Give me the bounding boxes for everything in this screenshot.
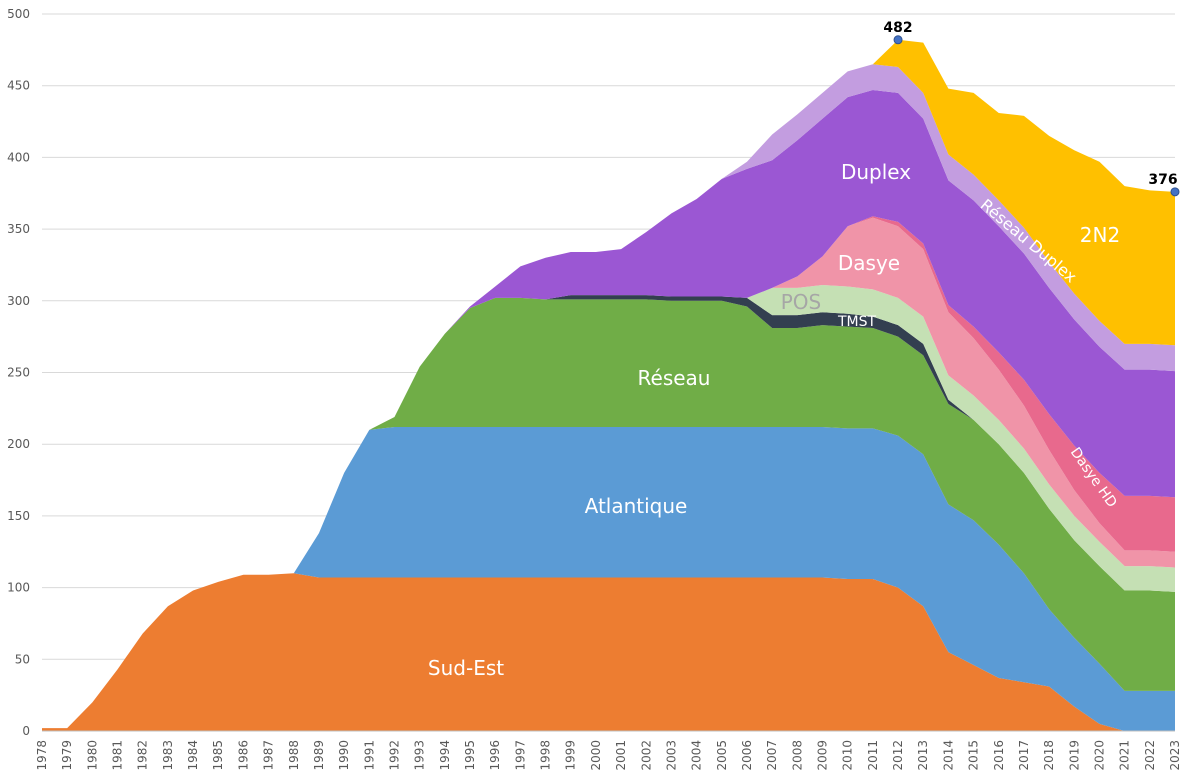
x-tick-label: 1980 xyxy=(85,740,99,771)
x-tick-label: 1992 xyxy=(387,740,401,771)
area xyxy=(42,573,1175,731)
x-tick-label: 2011 xyxy=(866,740,880,771)
series-label: Duplex xyxy=(841,160,911,184)
x-tick-label: 1991 xyxy=(362,740,376,771)
y-tick-label: 400 xyxy=(7,150,30,164)
x-tick-label: 2020 xyxy=(1092,740,1106,771)
series-label: Sud-Est xyxy=(428,656,504,680)
x-tick-label: 2002 xyxy=(639,740,653,771)
x-tick-label: 2010 xyxy=(841,740,855,771)
y-tick-label: 450 xyxy=(7,79,30,93)
x-tick-label: 1994 xyxy=(438,740,452,771)
x-tick-label: 2012 xyxy=(891,740,905,771)
x-tick-label: 1990 xyxy=(337,740,351,771)
series-label: Atlantique xyxy=(585,494,688,518)
x-tick-label: 1995 xyxy=(463,740,477,771)
annotation-label: 482 xyxy=(883,20,912,36)
x-tick-label: 1987 xyxy=(262,740,276,771)
y-tick-label: 100 xyxy=(7,581,30,595)
series-label: 2N2 xyxy=(1080,223,1120,247)
x-tick-label: 2018 xyxy=(1042,740,1056,771)
x-tick-label: 2019 xyxy=(1067,740,1081,771)
x-tick-label: 1993 xyxy=(413,740,427,771)
x-tick-label: 2022 xyxy=(1143,740,1157,771)
x-tick-label: 2003 xyxy=(664,740,678,771)
y-tick-label: 200 xyxy=(7,437,30,451)
x-tick-label: 1989 xyxy=(312,740,326,771)
x-tick-label: 2016 xyxy=(992,740,1006,771)
x-tick-label: 2007 xyxy=(765,740,779,771)
y-tick-label: 300 xyxy=(7,294,30,308)
x-tick-label: 1982 xyxy=(136,740,150,771)
x-tick-label: 2000 xyxy=(589,740,603,771)
y-tick-label: 50 xyxy=(15,652,30,666)
annotation-marker xyxy=(893,35,903,45)
x-tick-label: 1983 xyxy=(161,740,175,771)
x-tick-label: 1998 xyxy=(539,740,553,771)
x-tick-label: 2009 xyxy=(816,740,830,771)
x-tick-label: 2013 xyxy=(916,740,930,771)
area xyxy=(42,297,1175,729)
series-label: Dasye xyxy=(838,251,900,275)
x-tick-label: 2021 xyxy=(1118,740,1132,771)
series-label: POS xyxy=(781,290,822,314)
y-tick-label: 0 xyxy=(22,724,30,738)
x-tick-label: 2014 xyxy=(941,740,955,771)
x-tick-label: 2004 xyxy=(690,740,704,771)
x-tick-label: 1999 xyxy=(564,740,578,771)
x-tick-label: 1988 xyxy=(287,740,301,771)
y-tick-label: 350 xyxy=(7,222,30,236)
x-tick-label: 2001 xyxy=(614,740,628,771)
x-tick-label: 2005 xyxy=(715,740,729,771)
x-tick-label: 2008 xyxy=(790,740,804,771)
x-tick-label: 1979 xyxy=(60,740,74,771)
y-tick-label: 150 xyxy=(7,509,30,523)
series-label: TMST xyxy=(837,314,877,330)
x-tick-label: 1986 xyxy=(236,740,250,771)
x-tick-label: 2015 xyxy=(967,740,981,771)
x-tick-label: 2017 xyxy=(1017,740,1031,771)
series-label: Réseau xyxy=(638,366,711,390)
x-tick-label: 1985 xyxy=(211,740,225,771)
x-tick-label: 2006 xyxy=(740,740,754,771)
x-tick-label: 1978 xyxy=(35,740,49,771)
x-tick-label: 1996 xyxy=(488,740,502,771)
y-tick-label: 250 xyxy=(7,366,30,380)
area xyxy=(42,426,1175,731)
y-tick-label: 500 xyxy=(7,7,30,21)
x-tick-label: 1981 xyxy=(111,740,125,771)
x-tick-label: 2023 xyxy=(1168,740,1182,771)
x-tick-label: 1984 xyxy=(186,740,200,771)
annotation-marker xyxy=(1170,187,1180,197)
x-tick-label: 1997 xyxy=(513,740,527,771)
annotation-label: 376 xyxy=(1148,172,1177,188)
